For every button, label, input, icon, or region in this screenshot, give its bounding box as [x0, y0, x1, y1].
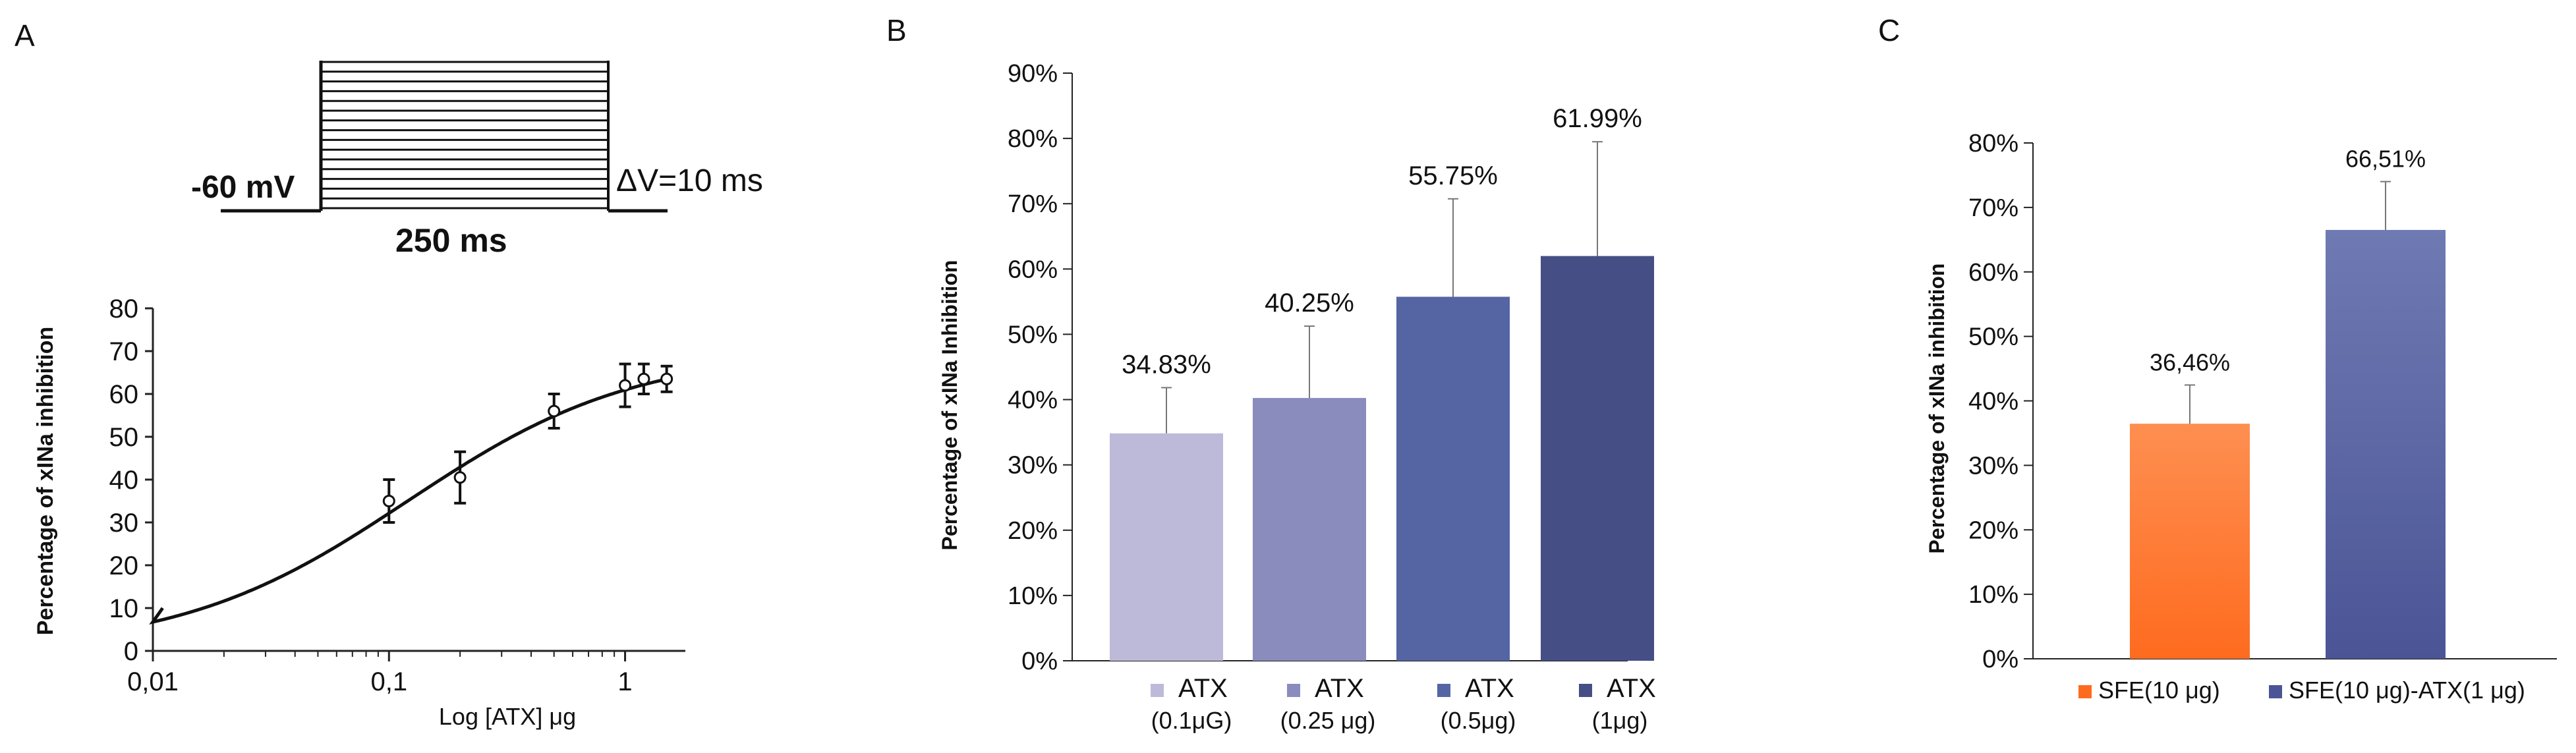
y-tick-label: 50 [109, 423, 139, 452]
y-tick-label: 10% [1968, 581, 2018, 609]
sfe-bars: 36,46% 66,51% [2130, 146, 2446, 659]
legend-swatch [1287, 684, 1300, 697]
data-point [619, 379, 632, 392]
y-tick-label: 30% [1968, 452, 2018, 480]
legend-swatch [1579, 684, 1592, 697]
y-tick-label: 20% [1008, 517, 1058, 545]
bar [1541, 256, 1654, 661]
y-tick-label: 80% [1968, 130, 2018, 157]
y-tick-label: 40% [1008, 387, 1058, 414]
chart-c-ylabel: Percentage of xINa inhibition [1925, 264, 1949, 554]
chart-a-xlabel: Log [ATX] μg [439, 703, 576, 730]
legend-label: ATX [1607, 674, 1656, 703]
data-points [382, 362, 673, 524]
bar [2326, 230, 2446, 659]
y-tick-label: 60% [1968, 259, 2018, 287]
y-tick-label: 50% [1008, 321, 1058, 349]
dose-response-chart: 0 10 20 30 40 50 60 70 80 0,01 0,1 1 Log [ATX] μg P… [33, 294, 685, 730]
legend-sublabel: (0.5μg) [1441, 707, 1516, 734]
legend-sublabel: (0.1μG) [1151, 707, 1232, 734]
fit-curve [149, 377, 668, 625]
protocol-step-lines [321, 61, 608, 209]
data-label: 36,46% [2150, 349, 2230, 376]
y-tick-label: 70% [1008, 190, 1058, 218]
y-tick-label: 20% [1968, 516, 2018, 544]
legend-sublabel: (0.25 μg) [1280, 707, 1376, 734]
legend-label: ATX [1178, 674, 1228, 703]
bar [1253, 398, 1366, 661]
y-tick-label: 60 [109, 380, 139, 409]
y-tick-label: 0% [1982, 646, 2018, 673]
y-tick-label: 90% [1008, 60, 1058, 88]
y-tick-label: 20 [109, 551, 139, 580]
x-tick-label: 1 [617, 667, 632, 696]
data-label: 66,51% [2345, 146, 2426, 173]
legend-swatch [1151, 684, 1164, 697]
data-label: 55.75% [1408, 161, 1498, 190]
bar [2130, 424, 2250, 659]
y-tick-label: 0 [124, 637, 138, 666]
legend-label: ATX [1315, 674, 1364, 703]
y-tick-label: 70% [1968, 194, 2018, 222]
y-tick-label: 70 [109, 337, 139, 366]
legend-swatch [2269, 685, 2282, 698]
legend-swatch [1437, 684, 1450, 697]
data-point [453, 471, 467, 484]
data-label: 61.99% [1553, 104, 1642, 133]
y-tick-label: 50% [1968, 323, 2018, 351]
legend-swatch [2078, 685, 2092, 698]
atx-legend: ATX (0.1μG) ATX (0.25 μg) ATX (0.5μg) ATX (1μg) [1151, 674, 1656, 734]
data-point [548, 404, 561, 418]
y-tick-label: 40 [109, 466, 139, 495]
voltage-protocol: -60 mV ΔV=10 ms 250 ms [191, 61, 763, 259]
duration-label: 250 ms [395, 222, 507, 259]
bar [1396, 296, 1510, 661]
voltage-step-label: ΔV=10 ms [616, 163, 763, 198]
x-tick-label: 0,1 [370, 667, 407, 696]
sfe-bar-chart: 0%10%20%30%40%50%60%70%80% 36,46%66,51% … [1925, 130, 2557, 704]
data-label: 40.25% [1265, 289, 1354, 318]
panel-c-letter: C [1878, 13, 1900, 47]
legend-sublabel: (1μg) [1592, 707, 1648, 734]
sfe-bar-axes: 0% 10% 20% 30% 40% 50% 60% 70% 80% [1968, 130, 2557, 673]
atx-bar-chart: 0% 10% 20% 30% 40% 50% 60% 70% 80% 90% 34.83% 40.2… [938, 60, 1656, 734]
legend-label: SFE(10 μg) [2098, 677, 2220, 704]
y-tick-label: 10% [1008, 582, 1058, 610]
sfe-legend: SFE(10 μg) SFE(10 μg)-ATX(1 μg) [2078, 677, 2525, 704]
panel-b-letter: B [886, 13, 907, 47]
chart-b-ylabel: Percentage of xINa Inhibition [938, 260, 961, 551]
legend-label: ATX [1465, 674, 1514, 703]
dose-response-axes: 0 10 20 30 40 50 60 70 80 0,01 0,1 1 [109, 294, 685, 696]
y-tick-label: 30 [109, 509, 139, 538]
data-label: 34.83% [1122, 350, 1211, 379]
x-tick-label: 0,01 [127, 667, 179, 696]
y-tick-label: 60% [1008, 256, 1058, 283]
y-tick-label: 10 [109, 594, 139, 623]
data-point [637, 372, 650, 385]
bar [1110, 433, 1223, 661]
data-point [382, 495, 395, 507]
y-tick-label: 0% [1021, 648, 1058, 675]
panel-a-letter: A [14, 18, 35, 53]
chart-a-ylabel: Percentage of xINa inhibition [33, 327, 58, 636]
data-point [660, 372, 673, 385]
legend-label: SFE(10 μg)-ATX(1 μg) [2289, 677, 2525, 704]
y-tick-label: 80% [1008, 125, 1058, 153]
y-tick-label: 30% [1008, 452, 1058, 480]
holding-potential-label: -60 mV [191, 170, 295, 205]
y-tick-label: 40% [1968, 388, 2018, 416]
y-tick-label: 80 [109, 294, 139, 323]
atx-bars: 34.83% 40.25% 55.75% 61.99% [1110, 104, 1654, 661]
